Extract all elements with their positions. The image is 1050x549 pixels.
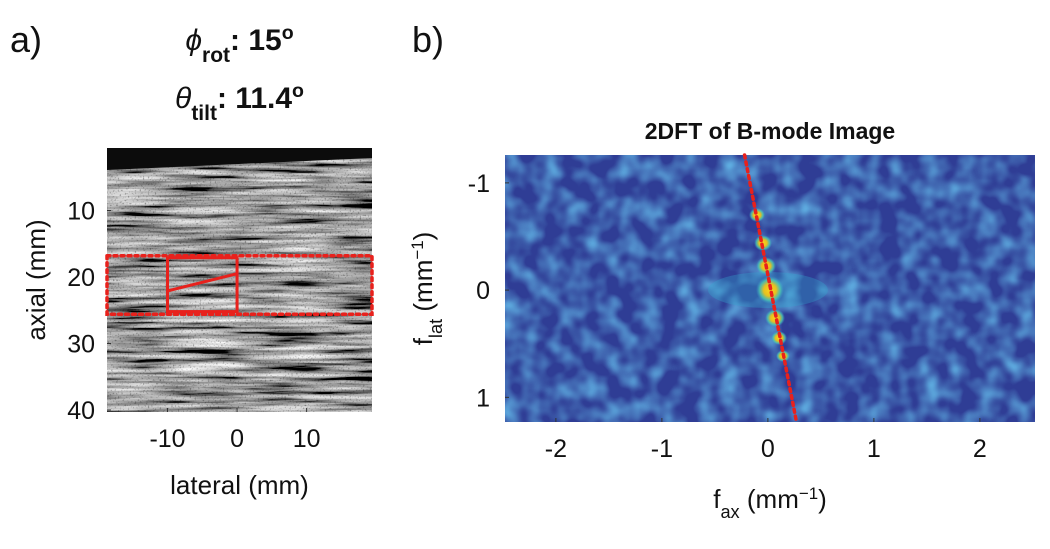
- x-axis-label: fax (mm−1): [713, 484, 827, 523]
- chart-title: 2DFT of B-mode Image: [645, 118, 895, 144]
- x-tick-label: 0: [230, 425, 244, 453]
- x-axis-label: lateral (mm): [170, 470, 309, 500]
- text-part: f: [408, 337, 438, 345]
- text-part: : 11.4: [217, 82, 292, 115]
- x-tick-label: -10: [149, 425, 185, 453]
- fit-line: [167, 272, 238, 293]
- text-part: ϕ: [185, 24, 202, 57]
- fit-line: [742, 153, 799, 424]
- bmode-image: [107, 148, 372, 412]
- text-part: ): [408, 232, 438, 241]
- image-top-band: [107, 148, 372, 170]
- text-part: o: [292, 80, 304, 102]
- x-tick-label: -1: [651, 435, 673, 463]
- x-tick-label: 0: [761, 435, 775, 463]
- spectral-peak: [765, 309, 785, 327]
- text-part: θ: [175, 82, 192, 115]
- title-line: θtilt: 11.4o: [175, 80, 304, 125]
- roi-box: [166, 256, 239, 314]
- text-part: rot: [202, 44, 230, 67]
- y-tick-label: 40: [67, 397, 95, 425]
- text-part: f: [713, 484, 721, 514]
- y-tick-label: 10: [67, 198, 95, 226]
- roi-box: [105, 253, 374, 316]
- y-tick-label: 0: [476, 277, 490, 305]
- text-part: (mm: [408, 260, 438, 319]
- y-axis-label: axial (mm): [21, 219, 51, 340]
- y-tick-label: 30: [67, 331, 95, 359]
- text-part: (mm: [740, 484, 799, 514]
- text-part: −1: [408, 240, 427, 259]
- image-speckle: [107, 148, 372, 412]
- y-axis-label: flat (mm−1): [408, 232, 447, 346]
- x-tick-label: 1: [867, 435, 881, 463]
- title-line: ϕrot: 15o: [185, 22, 293, 67]
- x-tick-label: 2: [973, 435, 987, 463]
- text-part: o: [282, 22, 294, 44]
- x-tick-label: 10: [293, 425, 321, 453]
- text-part: ax: [720, 502, 739, 522]
- text-part: tilt: [191, 102, 217, 125]
- text-part: : 15: [230, 24, 282, 57]
- spectral-peak: [749, 208, 765, 222]
- text-part: −1: [799, 484, 818, 503]
- y-tick-label: 1: [476, 384, 490, 412]
- y-tick-label: -1: [468, 170, 490, 198]
- panel-label: b): [412, 19, 444, 60]
- y-tick-label: 20: [67, 264, 95, 292]
- panel-label: a): [10, 19, 42, 60]
- text-part: ): [818, 484, 827, 514]
- x-tick-label: -2: [545, 435, 567, 463]
- text-part: lat: [426, 319, 446, 338]
